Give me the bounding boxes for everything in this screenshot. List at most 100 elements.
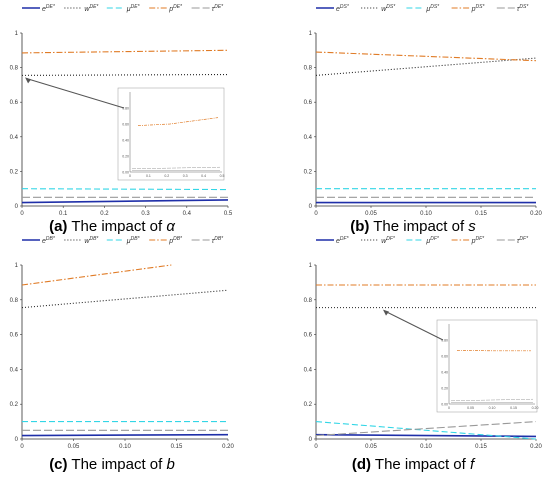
x-tick-label: 0.20 (530, 211, 542, 217)
legend-label: wDB* (84, 236, 99, 245)
y-tick-label: 0.2 (10, 169, 19, 175)
y-tick-label: 0.6 (304, 333, 313, 339)
x-tick-label: 0.20 (222, 444, 234, 450)
x-tick-label: 0 (20, 444, 24, 450)
x-tick-label: 0.3 (141, 211, 150, 217)
y-tick-label: 0.6 (304, 100, 313, 106)
x-tick-label: 0.10 (420, 211, 432, 217)
legend-label: wDF* (381, 236, 396, 245)
x-tick-label: 0 (314, 211, 318, 217)
x-tick-label: 0.4 (183, 211, 192, 217)
series-line-e (21, 199, 229, 204)
y-tick-label: 1 (309, 263, 313, 269)
y-tick-label: 1 (309, 31, 313, 37)
inset-frame (117, 87, 225, 181)
x-tick-label: 0.10 (420, 444, 432, 450)
x-tick-label: 0 (314, 444, 318, 450)
inset-x-tick-label: 0.20 (532, 406, 539, 410)
inset-x-tick-label: 0 (448, 406, 450, 410)
x-tick-label: 0.15 (475, 444, 487, 450)
y-tick-label: 0.6 (10, 100, 19, 106)
inset-y-tick-label: 0.20 (441, 387, 448, 391)
legend-label: τDS* (517, 4, 530, 13)
legend-label: eDS* (336, 4, 350, 13)
inset-plot: 0.80 0.60 0.40 0.20 0.000 0.1 0.2 0.3 0.4 0.5 (117, 87, 225, 181)
series-line-p (315, 51, 537, 62)
y-tick-label: 0.2 (304, 402, 313, 408)
y-tick-label: 0.8 (10, 66, 19, 72)
x-tick-label: 0 (20, 211, 24, 217)
y-tick-label: 0 (15, 204, 19, 210)
y-tick-label: 0.2 (304, 169, 313, 175)
series-line-μ (315, 421, 537, 440)
panel-caption: (a) The impact of α (49, 218, 175, 235)
x-tick-label: 0.05 (68, 444, 80, 450)
series-line-w (21, 289, 229, 309)
zoom-arrow (25, 77, 125, 109)
series-line-e (21, 433, 229, 437)
inset-y-tick-label: 0.40 (122, 139, 129, 143)
inset-x-tick-label: 0.10 (489, 406, 496, 410)
panel-c: 0 0.2 0.4 0.6 0.8 1 0 0.05 0.10 0.15 0.20 eDB* wDB* μ… (10, 236, 235, 473)
legend-label: eDE* (42, 4, 56, 13)
panel-b: 0 0.2 0.4 0.6 0.8 1 0 0.05 0.10 0.15 0.20 eDS* wDS* μ… (304, 4, 543, 235)
y-tick-label: 0 (15, 437, 19, 443)
series-line-p (21, 49, 229, 54)
legend-label: pDS* (471, 4, 486, 13)
x-tick-label: 0.05 (365, 444, 377, 450)
inset-y-tick-label: 0.80 (441, 339, 448, 343)
series-line-τ (315, 421, 537, 437)
legend-label: wDE* (84, 4, 99, 13)
panel-d: 0 0.2 0.4 0.6 0.8 1 0 0.05 0.10 0.15 0.20 eDF* wDF* μ… (304, 236, 543, 473)
inset-y-tick-label: 0.40 (441, 371, 448, 375)
series-line-w (315, 57, 537, 76)
legend-label: pDB* (168, 236, 183, 245)
legend-label: μDF* (425, 236, 440, 245)
y-tick-label: 0.8 (10, 298, 19, 304)
zoom-arrow (383, 310, 444, 341)
y-tick-label: 1 (15, 263, 19, 269)
inset-x-tick-label: 0 (129, 174, 131, 178)
y-tick-label: 1 (15, 31, 19, 37)
inset-y-tick-label: 0.00 (122, 171, 129, 175)
series-line-μ (21, 188, 229, 191)
inset-x-tick-label: 0.15 (510, 406, 517, 410)
inset-x-tick-label: 0.05 (467, 406, 474, 410)
y-tick-label: 0.4 (304, 367, 313, 373)
inset-y-tick-label: 0.60 (122, 123, 129, 127)
panel-caption: (d) The impact of f (352, 456, 476, 473)
y-tick-label: 0.6 (10, 333, 19, 339)
panel-caption: (b) The impact of s (350, 218, 476, 235)
x-tick-label: 0.2 (100, 211, 109, 217)
inset-x-tick-label: 0.4 (201, 174, 206, 178)
legend-label: pDF* (471, 236, 486, 245)
inset-series-tau (131, 166, 221, 170)
x-tick-label: 0.1 (59, 211, 68, 217)
y-tick-label: 0 (309, 437, 313, 443)
x-tick-label: 0.20 (530, 444, 542, 450)
y-tick-label: 0.8 (304, 66, 313, 72)
legend-label: τDE* (212, 4, 225, 13)
legend-label: μDB* (126, 236, 141, 245)
inset-x-tick-label: 0.2 (164, 174, 169, 178)
inset-y-tick-label: 0.60 (441, 355, 448, 359)
x-tick-label: 0.15 (171, 444, 183, 450)
inset-y-tick-label: 0.00 (441, 403, 448, 407)
inset-plot: 0.80 0.60 0.40 0.20 0.000 0.05 0.10 0.15 0.20 (436, 319, 539, 413)
x-tick-label: 0.10 (119, 444, 131, 450)
y-tick-label: 0.4 (10, 367, 19, 373)
legend-label: wDS* (381, 4, 396, 13)
inset-series-tau (450, 398, 534, 402)
legend-label: eDB* (42, 236, 56, 245)
inset-frame (436, 319, 538, 413)
inset-y-tick-label: 0.80 (122, 107, 129, 111)
x-tick-label: 0.15 (475, 211, 487, 217)
y-tick-label: 0.4 (10, 135, 19, 141)
inset-y-tick-label: 0.20 (122, 155, 129, 159)
legend-label: τDB* (212, 236, 225, 245)
y-tick-label: 0 (309, 204, 313, 210)
x-tick-label: 0.05 (365, 211, 377, 217)
legend-label: μDS* (425, 4, 440, 13)
y-tick-label: 0.2 (10, 402, 19, 408)
